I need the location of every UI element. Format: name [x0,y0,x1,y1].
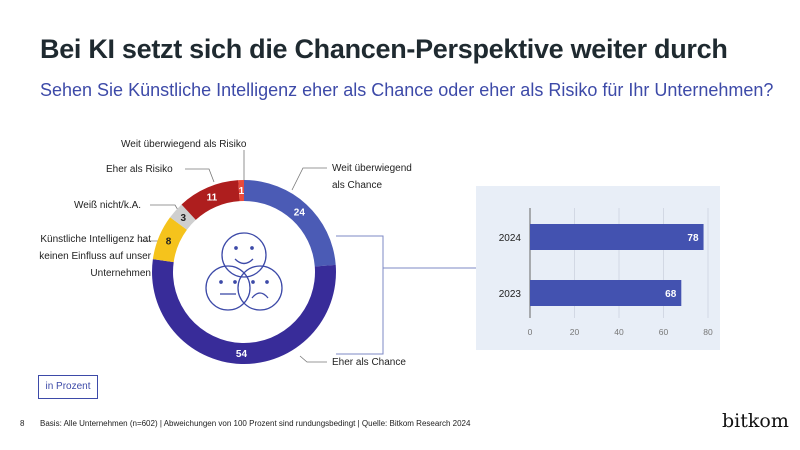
donut-slice [181,180,240,220]
x-tick-label: 60 [659,327,669,337]
donut-data-label: 11 [207,193,218,204]
donut-data-label: 24 [294,208,306,219]
bar-value-label: 68 [665,289,677,300]
donut-slice [152,259,336,364]
unit-label: in Prozent [38,375,98,399]
label-weiss-nicht: Weiß nicht/k.A. [74,200,142,211]
page-number: 8 [20,419,25,428]
donut-data-label: 3 [181,213,187,224]
bar-value-label: 78 [687,233,699,244]
donut-slice [244,179,336,267]
label-eher-chance: Eher als Chance [332,357,406,368]
label-kein-einfluss: Künstliche Intelligenz hat keinen Einflu… [39,234,151,279]
bar-chart: 0 20 40 60 80 78 2024 68 2023 [499,208,713,337]
bracket-connector [336,235,476,355]
x-tick-label: 40 [614,327,624,337]
footnote: Basis: Alle Unternehmen (n=602) | Abweic… [40,419,471,428]
label-weit-risiko: Weit überwiegend als Risiko [121,139,247,150]
x-tick-label: 80 [703,327,713,337]
donut-data-label: 8 [166,237,172,248]
bitkom-logo: bitkom [722,410,789,432]
donut-data-label: 54 [236,349,248,360]
donut-slice [170,204,196,230]
donut-slice [238,180,244,202]
bar [530,224,704,250]
donut-data-label: 1 [239,186,245,197]
donut-slice [152,217,187,263]
x-tick-label: 0 [528,327,533,337]
bar-panel [476,186,720,350]
leader-lines [140,150,327,363]
page-subtitle: Sehen Sie Künstliche Intelligenz eher al… [40,80,774,100]
y-category-label: 2023 [499,289,522,300]
page-title: Bei KI setzt sich die Chancen-Perspektiv… [40,34,728,64]
bar [530,280,682,306]
label-weit-chance: Weit überwiegend als Chance [332,163,412,191]
x-tick-label: 20 [570,327,580,337]
label-eher-risiko: Eher als Risiko [106,164,173,175]
smiley-faces-icon [205,232,283,311]
y-category-label: 2024 [499,233,522,244]
